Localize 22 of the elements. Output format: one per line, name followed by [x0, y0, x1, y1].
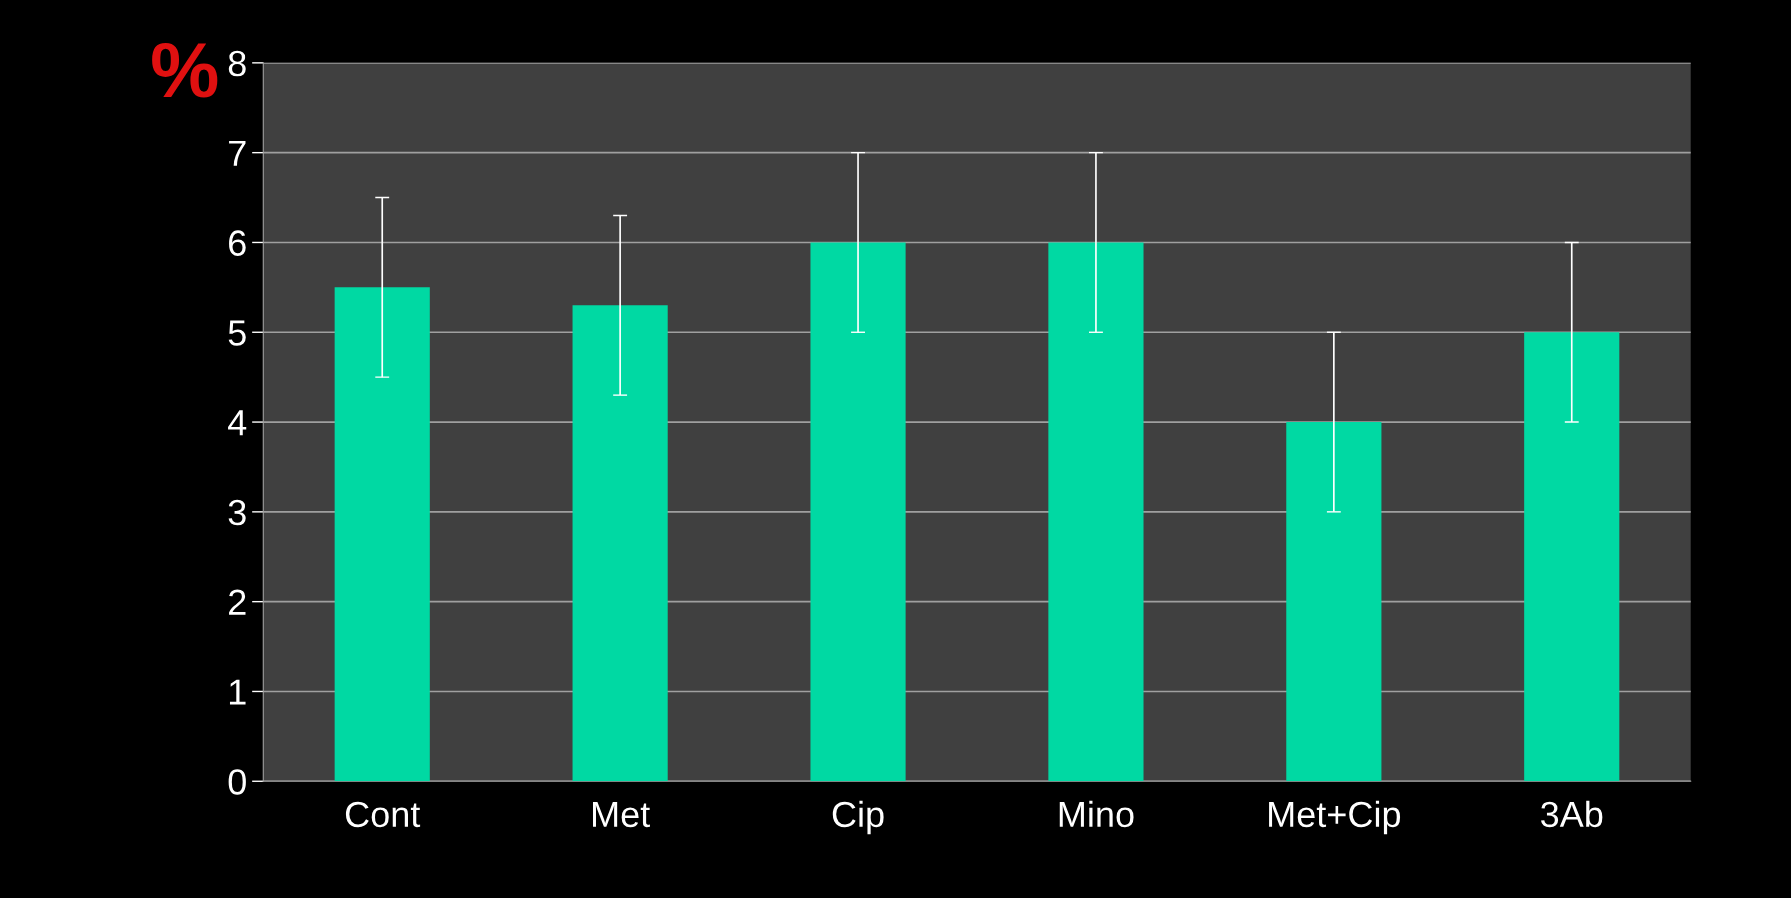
y-tick-label: 7 — [229, 140, 246, 166]
y-tick-label: 4 — [228, 410, 247, 436]
x-tick-label: Mino — [1059, 800, 1134, 828]
y-tick-label: 6 — [229, 230, 246, 256]
y-axis-title: % — [152, 42, 218, 98]
y-tick-label: 0 — [228, 769, 246, 795]
x-tick-label: 3Ab — [1541, 800, 1603, 828]
y-tick-label: 5 — [228, 320, 246, 346]
x-tick-label: Cont — [345, 801, 421, 828]
y-tick-label: 1 — [229, 679, 246, 705]
bar — [1524, 332, 1620, 782]
bar — [334, 287, 430, 782]
bar — [810, 242, 906, 782]
x-tick-label: Cip — [832, 800, 884, 835]
bar — [572, 305, 668, 782]
y-tick-label: 8 — [228, 50, 246, 77]
x-tick-label: Met — [593, 802, 650, 828]
bar — [1286, 422, 1382, 782]
y-tick-label: 2 — [229, 589, 246, 615]
y-tick-label: 3 — [228, 499, 246, 526]
x-tick-label: Met+Cip — [1269, 800, 1401, 835]
bar — [1048, 242, 1144, 782]
